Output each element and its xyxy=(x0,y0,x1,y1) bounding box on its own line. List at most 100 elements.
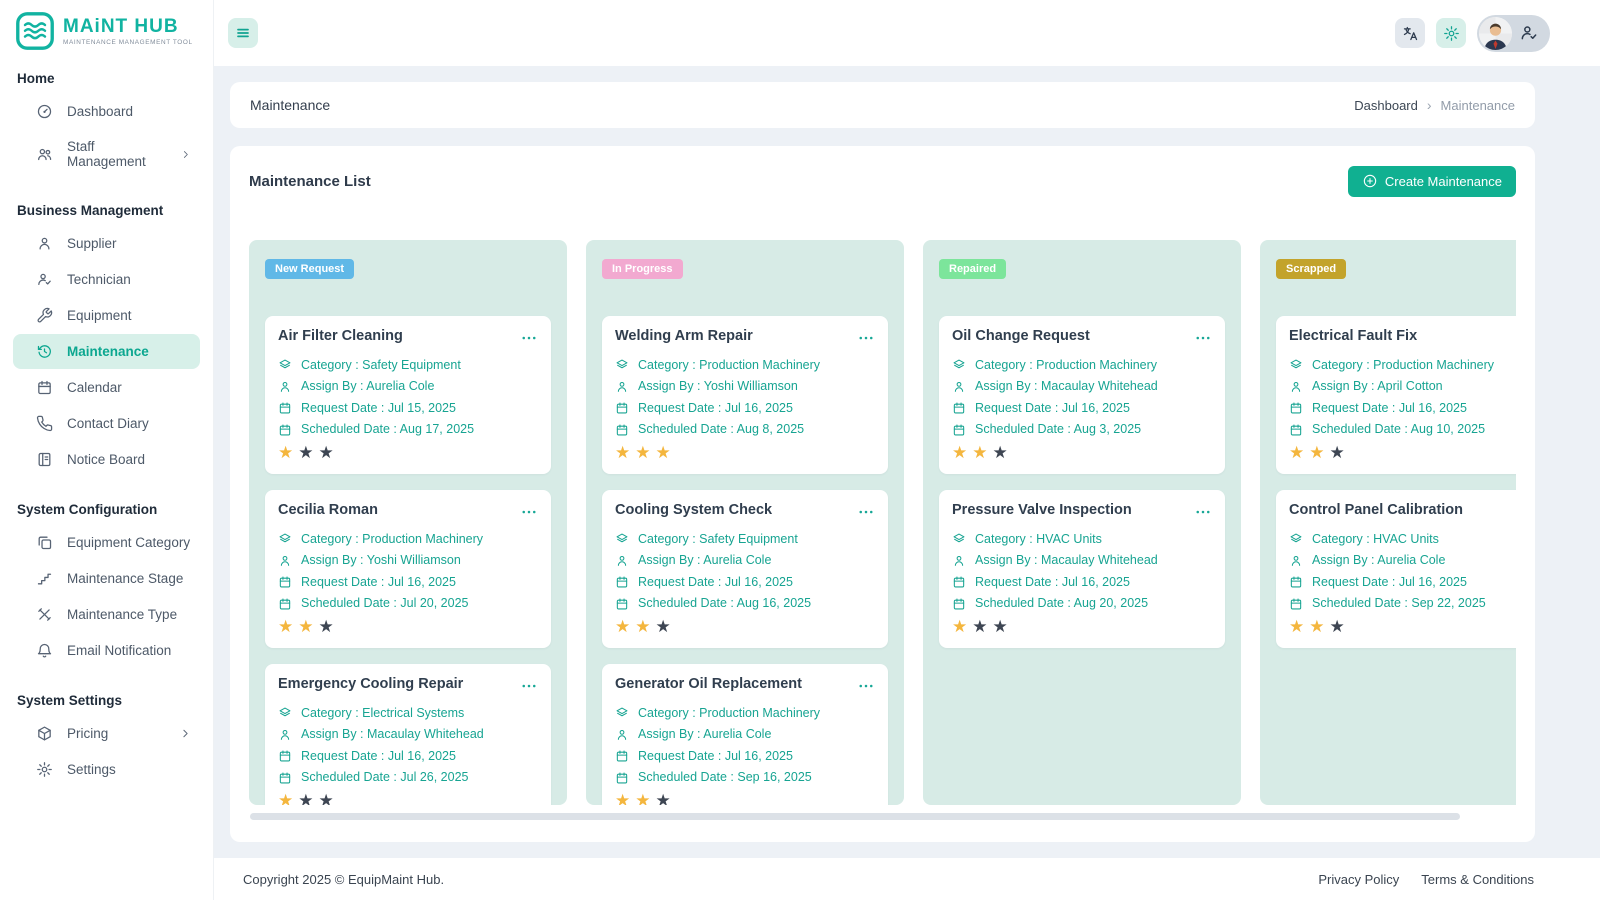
star-icon: ★ xyxy=(278,443,294,462)
topbar xyxy=(213,0,1600,66)
layers-icon xyxy=(953,359,965,369)
card-menu-button[interactable] xyxy=(1194,325,1212,352)
card-menu-button[interactable] xyxy=(857,325,875,352)
settings-button[interactable] xyxy=(1436,18,1466,48)
card-menu-button[interactable] xyxy=(857,499,875,526)
sidebar-item-label: Staff Management xyxy=(67,139,146,169)
sidebar-item-label: Contact Diary xyxy=(67,416,149,431)
card-assign-by: Assign By : Aurelia Cole xyxy=(278,378,538,395)
calendar-icon xyxy=(1290,598,1302,609)
card-title: Generator Oil Replacement xyxy=(615,676,802,692)
status-badge: In Progress xyxy=(602,259,683,279)
users-icon xyxy=(38,148,52,160)
sidebar-item-label: Maintenance Type xyxy=(67,607,178,622)
star-icon: ★ xyxy=(1329,443,1345,462)
breadcrumb-dashboard-link[interactable]: Dashboard xyxy=(1354,97,1418,113)
horizontal-scrollbar[interactable] xyxy=(250,813,1460,820)
phone-icon xyxy=(36,415,53,432)
star-icon: ★ xyxy=(635,617,651,636)
package-icon xyxy=(38,726,51,741)
user-check-icon xyxy=(1521,26,1537,40)
card-menu-button[interactable] xyxy=(520,325,538,352)
sidebar-item-settings[interactable]: Settings xyxy=(13,752,200,787)
sidebar-item-staff-management[interactable]: Staff Management xyxy=(13,130,200,178)
maintenance-card[interactable]: Pressure Valve Inspection Category : HVAC… xyxy=(939,490,1225,648)
star-icon: ★ xyxy=(278,617,294,636)
sidebar-item-contact-diary[interactable]: Contact Diary xyxy=(13,406,200,441)
star-icon: ★ xyxy=(278,791,294,805)
user-menu-button[interactable] xyxy=(1477,14,1550,52)
layers-icon xyxy=(1290,359,1302,369)
calendar-icon xyxy=(1290,576,1302,588)
sidebar-toggle-button[interactable] xyxy=(228,18,258,48)
calendar-icon xyxy=(279,424,291,435)
card-title: Welding Arm Repair xyxy=(615,328,753,344)
star-icon: ★ xyxy=(1309,617,1325,636)
user-icon xyxy=(39,237,50,250)
maintenance-card[interactable]: Cecilia Roman Category : Production Machi… xyxy=(265,490,551,648)
sidebar-item-equipment-category[interactable]: Equipment Category xyxy=(13,525,200,560)
card-category: Category : HVAC Units xyxy=(952,531,1212,548)
card-menu-button[interactable] xyxy=(520,673,538,700)
card-title: Oil Change Request xyxy=(952,328,1090,344)
maintenance-card[interactable]: Control Panel Calibration Category : HVAC… xyxy=(1276,490,1516,648)
card-request-date: Request Date : Jul 16, 2025 xyxy=(615,748,875,765)
maintenance-card[interactable]: Generator Oil Replacement Category : Prod… xyxy=(602,664,888,805)
maintenance-card[interactable]: Oil Change Request Category : Production … xyxy=(939,316,1225,474)
sidebar-item-maintenance-type[interactable]: Maintenance Type xyxy=(13,597,200,632)
sidebar-item-dashboard[interactable]: Dashboard xyxy=(13,94,200,129)
sidebar-item-pricing[interactable]: Pricing xyxy=(13,716,200,751)
privacy-policy-link[interactable]: Privacy Policy xyxy=(1318,871,1400,887)
card-menu-button[interactable] xyxy=(857,673,875,700)
sidebar-item-notice-board[interactable]: Notice Board xyxy=(13,442,200,477)
star-icon: ★ xyxy=(318,617,334,636)
breadcrumb: Dashboard › Maintenance xyxy=(1354,97,1515,113)
avatar xyxy=(1479,16,1512,50)
calendar-icon xyxy=(616,772,628,783)
list-title: Maintenance List xyxy=(249,172,371,190)
sidebar-item-equipment[interactable]: Equipment xyxy=(13,298,200,333)
bell-icon xyxy=(37,643,52,658)
sidebar-item-supplier[interactable]: Supplier xyxy=(13,226,200,261)
card-title: Emergency Cooling Repair xyxy=(278,676,464,692)
maintenance-card[interactable]: Welding Arm Repair Category : Production … xyxy=(602,316,888,474)
sidebar-item-calendar[interactable]: Calendar xyxy=(13,370,200,405)
maintenance-card[interactable]: Air Filter Cleaning Category : Safety Equ… xyxy=(265,316,551,474)
star-icon: ★ xyxy=(992,443,1008,462)
rating-stars: ★ ★ ★ xyxy=(952,443,1212,464)
card-scheduled-date: Scheduled Date : Jul 20, 2025 xyxy=(278,595,538,612)
maintenance-card[interactable]: Cooling System Check Category : Safety Eq… xyxy=(602,490,888,648)
rating-stars: ★ ★ ★ xyxy=(615,791,875,805)
card-assign-by: Assign By : Aurelia Cole xyxy=(1289,552,1516,569)
star-icon: ★ xyxy=(298,443,314,462)
card-scheduled-date: Scheduled Date : Aug 3, 2025 xyxy=(952,421,1212,438)
sidebar-item-maintenance[interactable]: Maintenance xyxy=(13,334,200,369)
sidebar-item-email-notification[interactable]: Email Notification xyxy=(13,633,200,668)
sidebar-item-technician[interactable]: Technician xyxy=(13,262,200,297)
ellipsis-icon xyxy=(522,336,536,340)
user-check-icon xyxy=(38,273,51,285)
layers-icon xyxy=(616,533,628,543)
brand-logo[interactable]: MAiNT HUB MAINTENANCE MANAGEMENT TOOL xyxy=(0,0,213,51)
card-request-date: Request Date : Jul 16, 2025 xyxy=(952,574,1212,591)
card-title: Control Panel Calibration xyxy=(1289,502,1464,518)
rating-stars: ★ ★ ★ xyxy=(1289,617,1516,638)
maintenance-card[interactable]: Electrical Fault Fix Category : Productio… xyxy=(1276,316,1516,474)
star-icon: ★ xyxy=(318,443,334,462)
terms-and-conditions-link[interactable]: Terms & Conditions xyxy=(1421,871,1534,887)
user-icon xyxy=(617,381,627,392)
gauge-icon xyxy=(37,104,52,119)
star-icon: ★ xyxy=(298,617,314,636)
user-icon xyxy=(617,729,627,740)
create-maintenance-button[interactable]: Create Maintenance xyxy=(1347,165,1516,197)
brand-tagline: MAINTENANCE MANAGEMENT TOOL xyxy=(63,38,193,46)
language-translate-button[interactable] xyxy=(1395,18,1425,48)
card-menu-button[interactable] xyxy=(520,499,538,526)
sidebar-item-maintenance-stage[interactable]: Maintenance Stage xyxy=(13,561,200,596)
card-assign-by: Assign By : Aurelia Cole xyxy=(615,726,875,743)
maintenance-card[interactable]: Emergency Cooling Repair Category : Elect… xyxy=(265,664,551,805)
sidebar-item-label: Technician xyxy=(67,272,131,287)
list-header: Maintenance List Create Maintenance xyxy=(230,146,1535,216)
card-menu-button[interactable] xyxy=(1194,499,1212,526)
rating-stars: ★ ★ ★ xyxy=(278,443,538,464)
